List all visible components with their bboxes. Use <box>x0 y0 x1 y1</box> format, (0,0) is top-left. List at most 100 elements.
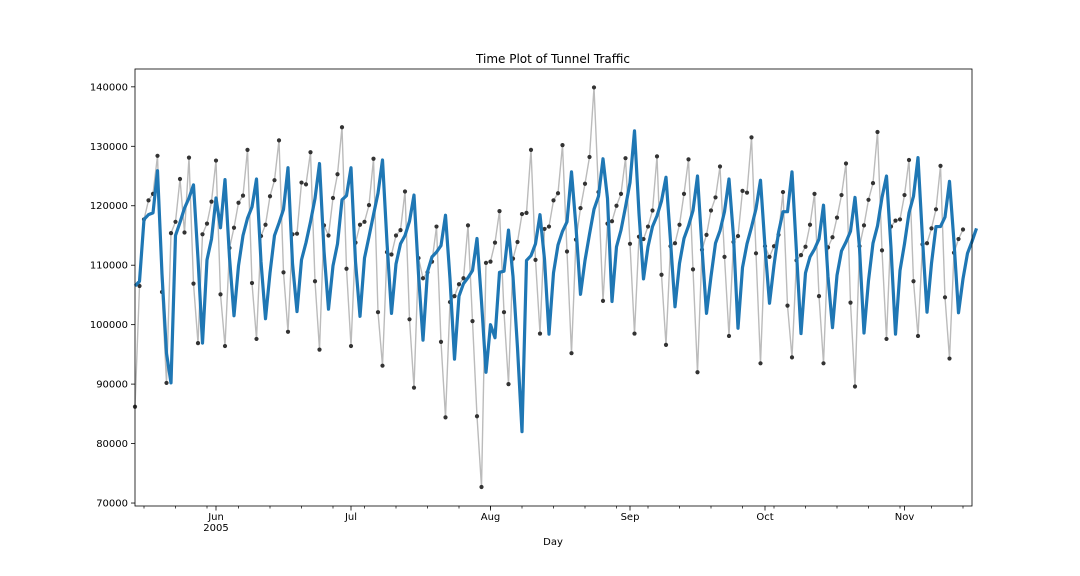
raw-point-29 <box>263 222 268 227</box>
raw-point-163 <box>866 197 871 202</box>
raw-point-45 <box>335 172 340 177</box>
raw-point-60 <box>402 189 408 194</box>
x-axis-label: Day <box>543 537 563 548</box>
raw-point-150 <box>807 222 813 227</box>
raw-point-151 <box>812 191 817 196</box>
raw-point-129 <box>713 195 718 200</box>
y-tick-label-5: 120000 <box>90 201 128 212</box>
raw-point-17 <box>209 199 214 204</box>
raw-point-141 <box>767 254 772 259</box>
raw-point-95 <box>560 143 565 148</box>
raw-point-11 <box>182 230 187 235</box>
raw-point-169 <box>893 218 898 223</box>
raw-point-76 <box>474 414 480 419</box>
raw-point-123 <box>686 157 691 162</box>
raw-point-145 <box>785 303 790 308</box>
raw-point-75 <box>470 318 475 324</box>
raw-point-3 <box>146 198 151 203</box>
y-axis: 70000 80000 90000 100000 110000 120000 130000 1… <box>90 82 135 510</box>
raw-point-157 <box>839 192 844 198</box>
raw-point-135 <box>740 188 745 193</box>
x-tick-sublabel-0: 2005 <box>203 523 228 534</box>
raw-point-59 <box>398 228 403 233</box>
raw-point-12 <box>186 155 192 160</box>
raw-point-81 <box>497 209 502 214</box>
raw-point-61 <box>407 317 412 322</box>
raw-point-183 <box>956 236 961 242</box>
raw-point-67 <box>434 224 439 229</box>
raw-point-117 <box>659 272 664 277</box>
raw-point-64 <box>420 276 426 281</box>
raw-point-7 <box>164 380 169 386</box>
raw-point-99 <box>578 206 583 211</box>
raw-point-10 <box>177 176 183 182</box>
raw-point-108 <box>618 191 624 196</box>
raw-point-31 <box>272 178 277 183</box>
raw-traffic-points <box>132 85 966 490</box>
raw-point-121 <box>677 222 682 227</box>
x-tick-label-4: Oct <box>756 512 773 523</box>
raw-point-37 <box>299 180 304 185</box>
raw-point-162 <box>861 223 867 228</box>
raw-point-22 <box>231 225 237 230</box>
raw-point-43 <box>326 233 331 238</box>
raw-point-57 <box>389 252 394 257</box>
raw-point-122 <box>681 191 687 196</box>
raw-point-52 <box>366 203 372 208</box>
raw-point-9 <box>173 219 178 224</box>
raw-point-165 <box>875 129 880 135</box>
raw-point-90 <box>537 331 543 336</box>
raw-point-130 <box>717 164 723 169</box>
raw-point-172 <box>906 157 912 163</box>
raw-point-167 <box>884 336 889 342</box>
raw-point-138 <box>753 251 759 256</box>
raw-point-178 <box>933 207 939 212</box>
raw-point-96 <box>564 249 570 254</box>
raw-point-149 <box>803 244 808 249</box>
raw-point-48 <box>348 343 354 349</box>
raw-point-128 <box>708 208 714 213</box>
raw-point-148 <box>798 253 804 258</box>
raw-point-30 <box>267 194 273 199</box>
raw-point-91 <box>542 226 547 232</box>
raw-point-102 <box>591 85 597 90</box>
raw-point-87 <box>524 210 529 215</box>
y-tick-label-6: 130000 <box>90 142 128 153</box>
raw-point-8 <box>168 231 174 236</box>
raw-point-177 <box>929 226 934 231</box>
raw-point-23 <box>236 200 241 205</box>
raw-point-111 <box>632 331 637 336</box>
raw-point-88 <box>528 147 534 152</box>
raw-point-50 <box>357 222 363 227</box>
raw-point-137 <box>749 135 754 140</box>
raw-point-73 <box>461 276 466 281</box>
raw-point-72 <box>456 282 462 287</box>
raw-point-132 <box>726 333 732 339</box>
raw-point-181 <box>947 356 952 361</box>
raw-point-100 <box>582 181 588 186</box>
raw-point-86 <box>519 211 525 217</box>
raw-point-26 <box>249 280 255 286</box>
raw-point-146 <box>789 355 795 360</box>
y-tick-label-1: 80000 <box>96 439 128 450</box>
plot-area <box>132 85 979 490</box>
raw-point-109 <box>623 156 628 161</box>
raw-point-171 <box>902 192 907 198</box>
raw-traffic-line <box>134 87 964 488</box>
raw-point-18 <box>213 158 219 163</box>
raw-point-158 <box>843 161 849 166</box>
raw-point-134 <box>735 233 741 239</box>
smoothed-traffic-line <box>133 129 979 434</box>
raw-point-159 <box>848 300 853 305</box>
x-tick-label-5: Nov <box>895 512 915 523</box>
raw-point-25 <box>245 147 250 152</box>
raw-point-69 <box>443 415 448 420</box>
y-tick-label-2: 90000 <box>96 380 128 391</box>
raw-point-58 <box>393 233 399 238</box>
raw-point-68 <box>438 339 444 344</box>
raw-point-13 <box>191 281 196 286</box>
raw-point-71 <box>452 294 457 299</box>
raw-point-34 <box>285 329 291 334</box>
